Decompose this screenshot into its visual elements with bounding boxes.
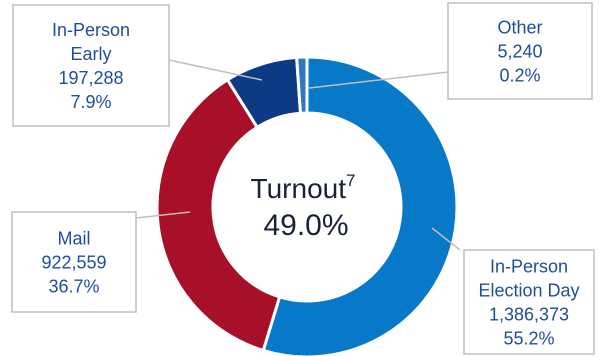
callout-percent: 0.2%: [499, 66, 540, 86]
callout-other: Other 5,240 0.2%: [447, 2, 593, 100]
donut-slice-in-person-election-day: [261, 55, 459, 356]
callout-box: [447, 2, 593, 100]
callout-label: Mail: [57, 229, 90, 249]
callout-box: [463, 249, 595, 355]
svg-text:Turnout7: Turnout7: [251, 171, 356, 204]
callout-value: 197,288: [58, 68, 123, 88]
leader-lines: [135, 59, 461, 251]
callout-label: Election Day: [478, 281, 579, 301]
leader-line-in-person-early: [168, 59, 263, 81]
donut-slice-mail: [155, 77, 282, 353]
callout-box: [12, 4, 170, 127]
center-value: 49.0%: [263, 209, 348, 242]
callout-label: Other: [497, 18, 542, 38]
callout-value: 922,559: [41, 253, 106, 273]
callout-label: In-Person: [52, 20, 130, 40]
slice-callouts: In-Person Election Day 1,386,373 55.2% Mail 9…: [11, 2, 595, 355]
callout-label: In-Person: [490, 257, 568, 277]
center-label: Turnout: [251, 173, 347, 204]
callout-value: 1,386,373: [489, 305, 569, 325]
callout-percent: 7.9%: [70, 92, 111, 112]
donut-slices: [155, 55, 459, 356]
callout-box: [11, 211, 137, 313]
callout-in-person-election-day: In-Person Election Day 1,386,373 55.2%: [463, 249, 595, 355]
leader-line-other: [308, 71, 449, 89]
callout-label: Early: [70, 44, 111, 64]
callout-percent: 36.7%: [48, 277, 99, 297]
callout-percent: 55.2%: [503, 329, 554, 349]
leader-line-in-person-election-day: [431, 227, 461, 251]
leader-line-mail: [135, 211, 191, 219]
callout-in-person-early: In-Person Early 197,288 7.9%: [12, 4, 170, 127]
callout-value: 5,240: [497, 42, 542, 62]
callout-mail: Mail 922,559 36.7%: [11, 211, 137, 313]
center-footnote: 7: [346, 171, 355, 190]
donut-center: Turnout7 49.0%: [251, 171, 356, 242]
donut-slice-other: [295, 55, 309, 115]
